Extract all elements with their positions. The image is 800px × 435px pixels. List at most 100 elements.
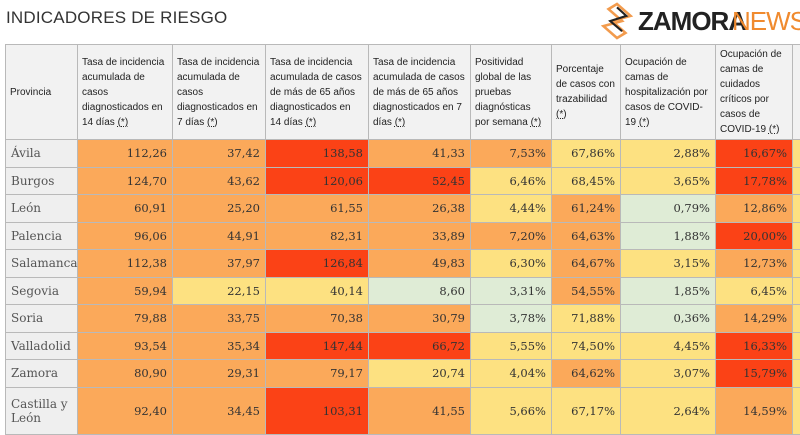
province-cell: Palencia [6, 222, 78, 250]
indicator-cell: 96,06 [78, 222, 173, 250]
indicator-cell: 4,45% [621, 332, 716, 360]
indicator-cell-cut-off [793, 250, 800, 278]
page-title: INDICADORES DE RIESGO [6, 8, 227, 28]
indicator-cell-cut-off [793, 195, 800, 223]
indicator-cell: 12,73% [716, 250, 793, 278]
column-header-label: Tasa de incidencia acumulada de casos di… [177, 57, 259, 128]
province-cell: Ávila [6, 140, 78, 168]
indicator-cell: 64,63% [552, 222, 621, 250]
indicator-cell: 3,65% [621, 167, 716, 195]
indicator-cell: 67,17% [552, 387, 621, 434]
footnote-link[interactable]: (*) [556, 109, 567, 120]
indicator-cell-cut-off [793, 167, 800, 195]
indicator-cell-cut-off [793, 387, 800, 434]
indicator-cell: 82,31 [266, 222, 369, 250]
province-cell: Segovia [6, 277, 78, 305]
indicator-cell: 25,20 [173, 195, 266, 223]
column-header: Tasa de incidencia acumulada de casos de… [369, 45, 471, 140]
indicator-cell: 1,88% [621, 222, 716, 250]
indicator-cell: 74,50% [552, 332, 621, 360]
province-cell: Valladolid [6, 332, 78, 360]
indicator-cell: 64,62% [552, 360, 621, 388]
footnote-link[interactable]: (*) [306, 117, 317, 128]
indicator-cell: 33,75 [173, 305, 266, 333]
column-header-label: Tasa de incidencia acumulada de casos de… [373, 57, 465, 128]
indicator-cell: 49,83 [369, 250, 471, 278]
column-header: Ocupación de camas de cuidados críticos … [716, 45, 793, 140]
province-cell: Salamanca [6, 250, 78, 278]
column-header: Tasa de incidencia acumulada de casos de… [266, 45, 369, 140]
indicator-cell: 7,20% [471, 222, 552, 250]
indicator-cell: 20,74 [369, 360, 471, 388]
indicator-cell: 44,91 [173, 222, 266, 250]
indicator-cell: 22,15 [173, 277, 266, 305]
footnote-link[interactable]: (*) [395, 117, 406, 128]
indicator-cell: 8,60 [369, 277, 471, 305]
indicator-cell: 35,34 [173, 332, 266, 360]
indicator-cell: 66,72 [369, 332, 471, 360]
indicator-cell: 112,26 [78, 140, 173, 168]
indicator-cell: 59,94 [78, 277, 173, 305]
indicator-cell: 2,88% [621, 140, 716, 168]
indicator-cell: 41,55 [369, 387, 471, 434]
indicator-cell: 92,40 [78, 387, 173, 434]
zamora-news-watermark: ZAMORA NEWS [600, 2, 795, 40]
indicator-cell-cut-off [793, 222, 800, 250]
footnote-link[interactable]: (*) [531, 117, 542, 128]
column-header: Porcentaje de casos con trazabilidad (*) [552, 45, 621, 140]
indicator-cell: 68,45% [552, 167, 621, 195]
indicator-cell: 33,89 [369, 222, 471, 250]
footnote-link[interactable]: (*) [207, 117, 218, 128]
indicator-cell: 2,64% [621, 387, 716, 434]
indicator-cell: 37,97 [173, 250, 266, 278]
indicator-cell: 6,46% [471, 167, 552, 195]
indicator-cell: 79,17 [266, 360, 369, 388]
indicator-cell: 71,88% [552, 305, 621, 333]
column-header: Positividad global de las pruebas diagnó… [471, 45, 552, 140]
column-header: Tasa de incidencia acumulada de casos di… [78, 45, 173, 140]
indicator-cell: 29,31 [173, 360, 266, 388]
indicator-cell: 3,31% [471, 277, 552, 305]
indicator-cell: 120,06 [266, 167, 369, 195]
province-cell: Castilla y León [6, 387, 78, 434]
footnote-link[interactable]: (*) [639, 117, 650, 128]
indicator-cell: 3,78% [471, 305, 552, 333]
indicator-cell: 80,90 [78, 360, 173, 388]
column-header-label: Positividad global de las pruebas diagnó… [475, 57, 531, 128]
indicator-cell: 64,67% [552, 250, 621, 278]
indicator-cell: 3,07% [621, 360, 716, 388]
indicator-cell: 34,45 [173, 387, 266, 434]
indicator-cell: 40,14 [266, 277, 369, 305]
column-header: Tasa de incidencia acumulada de casos di… [173, 45, 266, 140]
indicator-cell: 4,04% [471, 360, 552, 388]
footnote-link[interactable]: (*) [769, 124, 780, 135]
indicator-cell: 112,38 [78, 250, 173, 278]
indicator-cell: 126,84 [266, 250, 369, 278]
footnote-link[interactable]: (*) [118, 117, 129, 128]
province-cell: Zamora [6, 360, 78, 388]
indicator-cell: 138,58 [266, 140, 369, 168]
indicator-cell: 52,45 [369, 167, 471, 195]
indicator-cell: 26,38 [369, 195, 471, 223]
indicator-cell: 79,88 [78, 305, 173, 333]
province-cell: Soria [6, 305, 78, 333]
indicator-cell: 0,36% [621, 305, 716, 333]
indicator-cell-cut-off [793, 305, 800, 333]
indicator-cell-cut-off [793, 140, 800, 168]
indicator-cell-cut-off [793, 360, 800, 388]
indicator-cell: 1,85% [621, 277, 716, 305]
indicator-cell: 103,31 [266, 387, 369, 434]
column-header-label: Ocupación de camas de cuidados críticos … [720, 49, 782, 135]
indicator-cell-cut-off [793, 332, 800, 360]
indicator-cell: 14,29% [716, 305, 793, 333]
watermark-brand: ZAMORA [638, 6, 746, 36]
indicator-cell: 15,79% [716, 360, 793, 388]
indicator-cell: 43,62 [173, 167, 266, 195]
